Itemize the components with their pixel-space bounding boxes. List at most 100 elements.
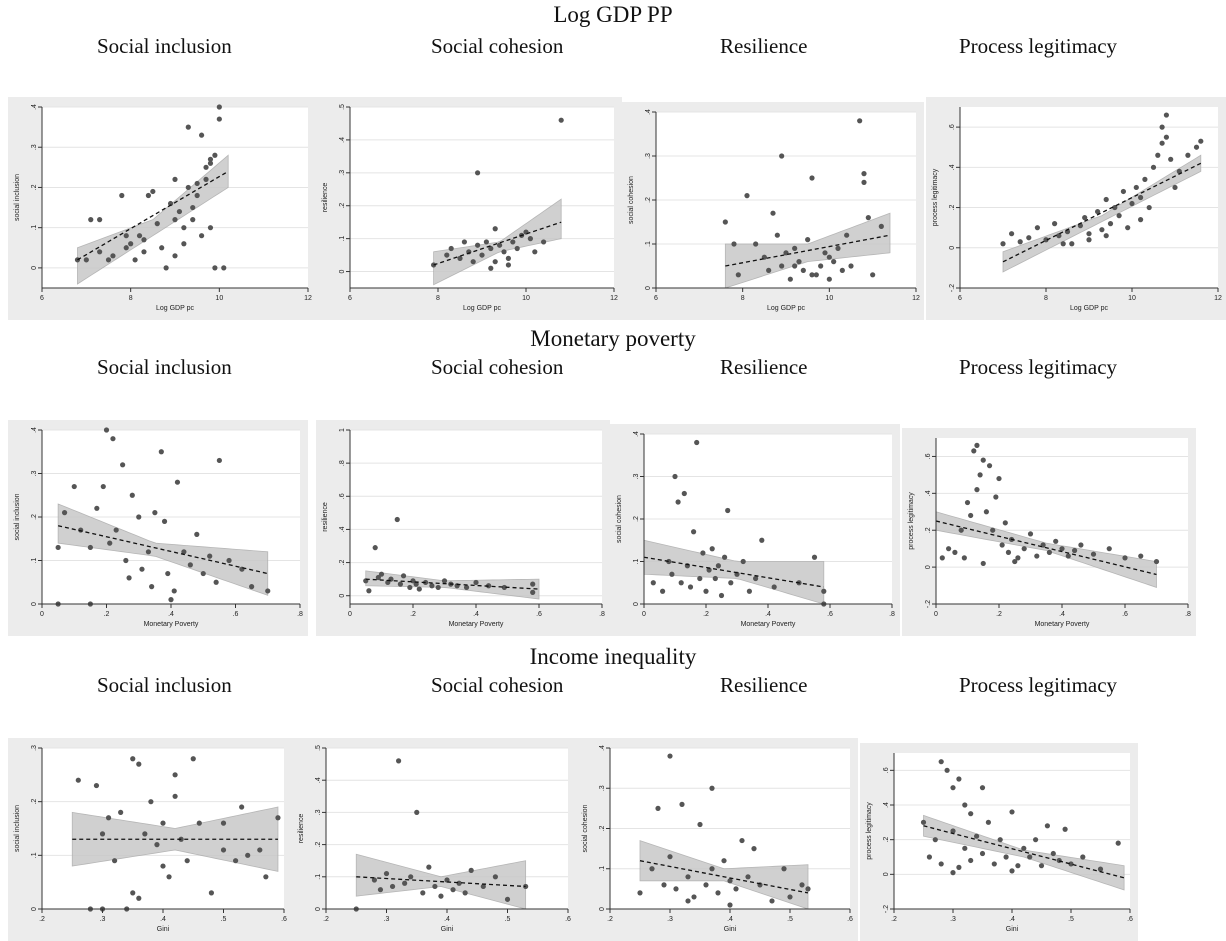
data-point	[1026, 235, 1032, 241]
data-point	[1155, 152, 1161, 158]
data-point	[378, 571, 385, 577]
data-point	[725, 507, 731, 514]
data-point	[145, 549, 152, 555]
data-point	[950, 828, 956, 834]
data-point	[1000, 241, 1006, 247]
scatter-plot: 0 .2 .4 .6 .8 1 0 .2 .4 .6 .8 Monetary Poverty resil…	[322, 428, 605, 628]
data-point	[809, 272, 815, 278]
col-title-process-legitimacy: Process legitimacy	[959, 34, 1118, 58]
data-point	[148, 799, 154, 805]
data-point	[990, 527, 996, 533]
data-point	[190, 217, 196, 223]
data-point	[128, 241, 134, 247]
data-point	[878, 223, 884, 229]
data-point	[818, 263, 824, 269]
data-point	[220, 820, 227, 826]
x-tick-label: 12	[1214, 295, 1222, 302]
data-point	[746, 588, 752, 594]
data-point	[1021, 546, 1027, 552]
data-point	[226, 557, 232, 564]
y-tick-label: 0	[339, 594, 346, 598]
data-point	[709, 866, 715, 872]
data-point	[1082, 215, 1088, 221]
data-point	[735, 272, 741, 278]
data-point	[796, 259, 802, 265]
data-point	[400, 573, 407, 579]
col-title-social-inclusion: Social inclusion	[97, 34, 232, 58]
data-point	[207, 225, 214, 231]
data-point	[703, 588, 709, 594]
data-point	[100, 483, 106, 490]
x-tick-label: 0	[934, 611, 938, 618]
scatter-panel-gdp-process-legitimacy: -.2 0 .2 .4 .6 6 8 10 12 Log GDP pc process legiti…	[926, 97, 1226, 320]
data-point	[1015, 555, 1021, 561]
x-tick-label: .2	[703, 611, 709, 618]
data-point	[739, 837, 745, 844]
data-point	[1168, 156, 1174, 162]
data-point	[1027, 531, 1034, 537]
data-point	[861, 179, 867, 185]
confidence-band	[1002, 154, 1202, 273]
x-tick-label: 10	[215, 295, 223, 302]
data-point	[1027, 854, 1033, 860]
data-point	[463, 584, 470, 591]
x-tick-label: .8	[297, 611, 303, 618]
data-point	[983, 509, 989, 515]
data-point	[1046, 549, 1052, 555]
data-point	[558, 117, 564, 123]
x-tick-label: .2	[891, 916, 897, 923]
data-point	[432, 883, 438, 890]
y-tick-label: 0	[31, 907, 38, 911]
data-point	[492, 259, 498, 265]
data-point	[1059, 546, 1065, 552]
y-tick-label: .1	[339, 236, 346, 242]
data-point	[397, 581, 403, 587]
data-point	[672, 473, 678, 480]
data-point	[167, 200, 174, 207]
data-point	[697, 821, 703, 828]
y-tick-label: .2	[339, 203, 346, 209]
data-point	[196, 820, 202, 826]
data-point	[181, 225, 187, 231]
data-point	[1044, 823, 1050, 829]
y-tick-label: .1	[31, 557, 38, 563]
x-tick-label: .6	[1127, 916, 1133, 923]
data-point	[667, 753, 673, 759]
y-axis-label: social cohesion	[582, 804, 589, 852]
y-tick-label: .2	[599, 825, 606, 831]
data-point	[792, 245, 798, 251]
data-point	[844, 232, 850, 238]
scatter-panel-gini-process-legitimacy: -.2 0 .2 .4 .6 .2 .3 .4 .5 .6 Gini process legitima…	[860, 743, 1138, 941]
data-point	[216, 116, 222, 122]
y-tick-label: 0	[339, 269, 346, 273]
data-point	[805, 237, 811, 243]
data-point	[383, 870, 390, 877]
y-axis-label: process legitimacy	[932, 168, 939, 226]
data-point	[168, 597, 174, 603]
data-point	[1159, 124, 1165, 130]
x-tick-label: .6	[827, 611, 833, 618]
col-title-resilience: Resilience	[720, 673, 808, 697]
data-point	[372, 545, 378, 551]
data-point	[523, 883, 529, 890]
scatter-panel-gini-social-inclusion: 0 .1 .2 .3 .2 .3 .4 .5 .6 Gini social inclusion	[8, 738, 292, 941]
data-point	[977, 472, 983, 478]
x-axis-label: Log GDP pc	[156, 305, 195, 312]
data-point	[75, 777, 81, 783]
y-tick-label: .2	[645, 197, 652, 203]
y-tick-label: .2	[339, 560, 346, 566]
data-point	[94, 505, 100, 511]
data-point	[715, 890, 721, 896]
data-point	[700, 550, 706, 556]
data-point	[208, 890, 214, 896]
data-point	[402, 880, 408, 886]
data-point	[450, 887, 456, 893]
y-tick-label: .5	[339, 104, 346, 110]
data-point	[946, 546, 952, 552]
data-point	[1122, 555, 1128, 561]
y-tick-label: .1	[315, 874, 322, 880]
data-point	[199, 233, 205, 239]
data-point	[974, 833, 980, 839]
x-tick-label: .4	[1059, 611, 1065, 618]
data-point	[141, 237, 147, 243]
